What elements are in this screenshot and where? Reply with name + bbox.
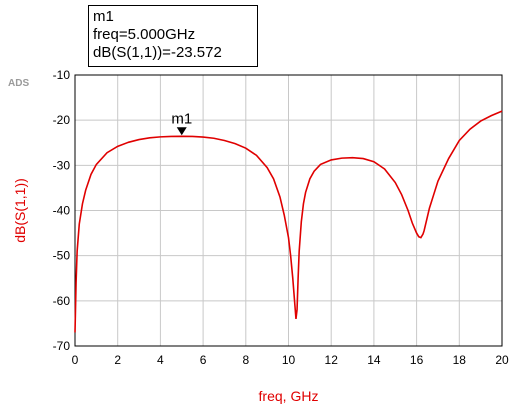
marker-readout-value: dB(S(1,1))=-23.572 (93, 44, 222, 61)
marker-readout-name: m1 (93, 8, 114, 25)
y-tick-label-1: -20 (53, 113, 71, 127)
x-tick-label-1: 2 (114, 353, 121, 367)
marker-readout-box: m1 freq=5.000GHz dB(S(1,1))=-23.572 (88, 5, 258, 67)
marker-readout-freq: freq=5.000GHz (93, 26, 196, 43)
x-tick-label-5: 10 (282, 353, 296, 367)
y-tick-label-4: -50 (53, 249, 71, 263)
marker-triangle-icon[interactable] (176, 127, 187, 136)
x-tick-label-9: 18 (453, 353, 467, 367)
s11-trace (74, 110, 503, 333)
y-tick-label-2: -30 (53, 158, 71, 172)
y-axis-label: dB(S(1,1)) (12, 178, 28, 243)
x-tick-label-6: 12 (325, 353, 339, 367)
marker-label-0: m1 (171, 110, 192, 127)
x-tick-label-4: 8 (242, 353, 249, 367)
y-tick-labels: -10 -20 -30 -40 -50 -60 -70 (53, 68, 71, 353)
y-tick-label-3: -40 (53, 204, 71, 218)
plot-frame (74, 74, 503, 347)
y-tick-label-6: -70 (53, 339, 71, 353)
x-tick-label-7: 14 (367, 353, 381, 367)
x-tick-label-0: 0 (72, 353, 79, 367)
ads-logo-tag: ADS (8, 78, 30, 89)
grid-lines (74, 74, 503, 347)
x-axis-label: freq, GHz (259, 388, 319, 404)
x-tick-labels: 0 2 4 6 8 10 12 14 16 18 20 (72, 353, 509, 367)
x-tick-label-10: 20 (495, 353, 509, 367)
marker-group[interactable]: m1 (171, 110, 192, 136)
x-tick-label-3: 6 (200, 353, 207, 367)
y-tick-label-5: -60 (53, 294, 71, 308)
y-tick-label-0: -10 (53, 68, 71, 82)
x-tick-label-2: 4 (157, 353, 164, 367)
x-tick-label-8: 16 (410, 353, 424, 367)
